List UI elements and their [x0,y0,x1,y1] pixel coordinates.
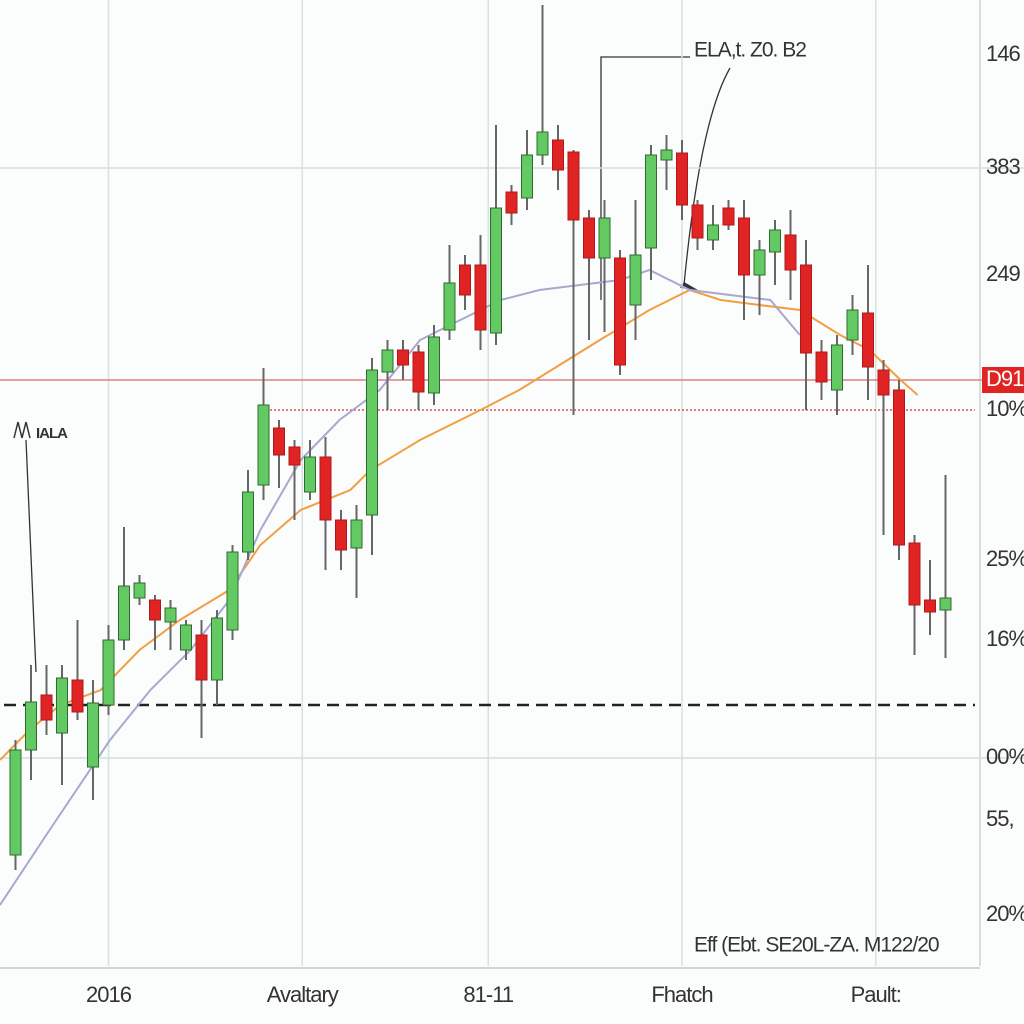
candle-body [924,599,936,613]
candle-body [335,519,347,551]
candle-body [567,151,580,221]
y-tick-label: 249 [986,261,1020,286]
candle-body [490,207,502,334]
moving-average [0,268,801,906]
candle-body [505,191,518,214]
candle-body [908,542,921,606]
candle-body [691,204,704,239]
y-tick-label: 10% [986,396,1024,421]
annotation: ELA,t. Z0. B2 [694,39,806,62]
candle-body [195,634,208,681]
candle-body [87,702,99,768]
x-tick-label: 2016 [86,982,132,1007]
y-tick-label: 20% [986,901,1024,926]
candle-body [552,139,564,171]
candle-body [443,282,456,331]
candle-body [319,456,332,521]
candle-body [846,309,859,341]
candle-body [304,456,316,493]
candle-body [211,617,223,681]
candle-body [614,257,626,366]
candle-body [40,694,53,721]
x-tick-label: 81-11 [463,982,513,1007]
y-tick-label: 55, [986,806,1014,831]
candle-body [226,551,239,631]
candle-body [629,254,642,306]
candle-body [149,599,161,621]
candle-body [893,389,905,546]
candle-body [56,677,68,734]
candle-body [257,404,270,486]
candle-body [428,336,440,394]
candle-body [242,491,254,553]
candle-body [521,154,533,199]
y-tick-label: 146 [986,41,1020,66]
candle-body [660,149,673,161]
candle-body [474,264,487,331]
candle-body [273,427,285,456]
candle-body [583,217,595,259]
annotation-arrows [13,421,31,439]
candle-body [366,369,378,516]
candle-body [738,217,750,276]
candle-body [707,224,719,241]
candle-body [862,312,874,368]
candle-body [753,249,766,276]
y-tick-label: 16% [986,626,1024,651]
candle-body [815,351,828,383]
candle-body [381,349,394,373]
candle-body [350,519,363,549]
y-tick-label: 25% [986,546,1024,571]
y-tick-label: D91 [986,366,1024,391]
candle-body [722,207,735,226]
candle-body [800,264,812,354]
candle-body [939,597,952,611]
x-tick-label: Avaltary [267,982,339,1007]
moving-average [0,288,919,761]
candle-body [71,679,84,713]
y-tick-label: 00% [986,744,1024,769]
candle-body [102,639,115,706]
candle-body [536,131,549,156]
candle-body [459,264,471,296]
annotation-leader [25,439,37,673]
candle-body [769,229,781,253]
tick-label-box [982,367,1024,393]
x-tick-label: Fhatch [651,982,712,1007]
candle-body [831,344,843,391]
candle-body [784,234,797,271]
candle-body [25,701,37,751]
candle-body [645,154,657,249]
annotation: IALA [36,425,68,442]
candle-body [676,152,688,206]
candle-body [412,351,425,393]
candle-body [164,607,177,623]
candle-body [180,624,192,651]
footer-note: Eff (Ebt. SE20L-ZA. M122/20 [694,934,939,957]
candle-body [133,582,146,599]
candle-body [118,585,130,641]
candle-body [598,217,611,259]
y-tick-label: 383 [986,154,1020,179]
candle-body [877,369,890,396]
x-tick-label: Pault: [851,982,901,1007]
candle-body [397,349,409,366]
candle-body [9,749,22,856]
annotation-curve [683,67,731,286]
candle-body [288,446,301,466]
annotation-lines [0,0,981,969]
